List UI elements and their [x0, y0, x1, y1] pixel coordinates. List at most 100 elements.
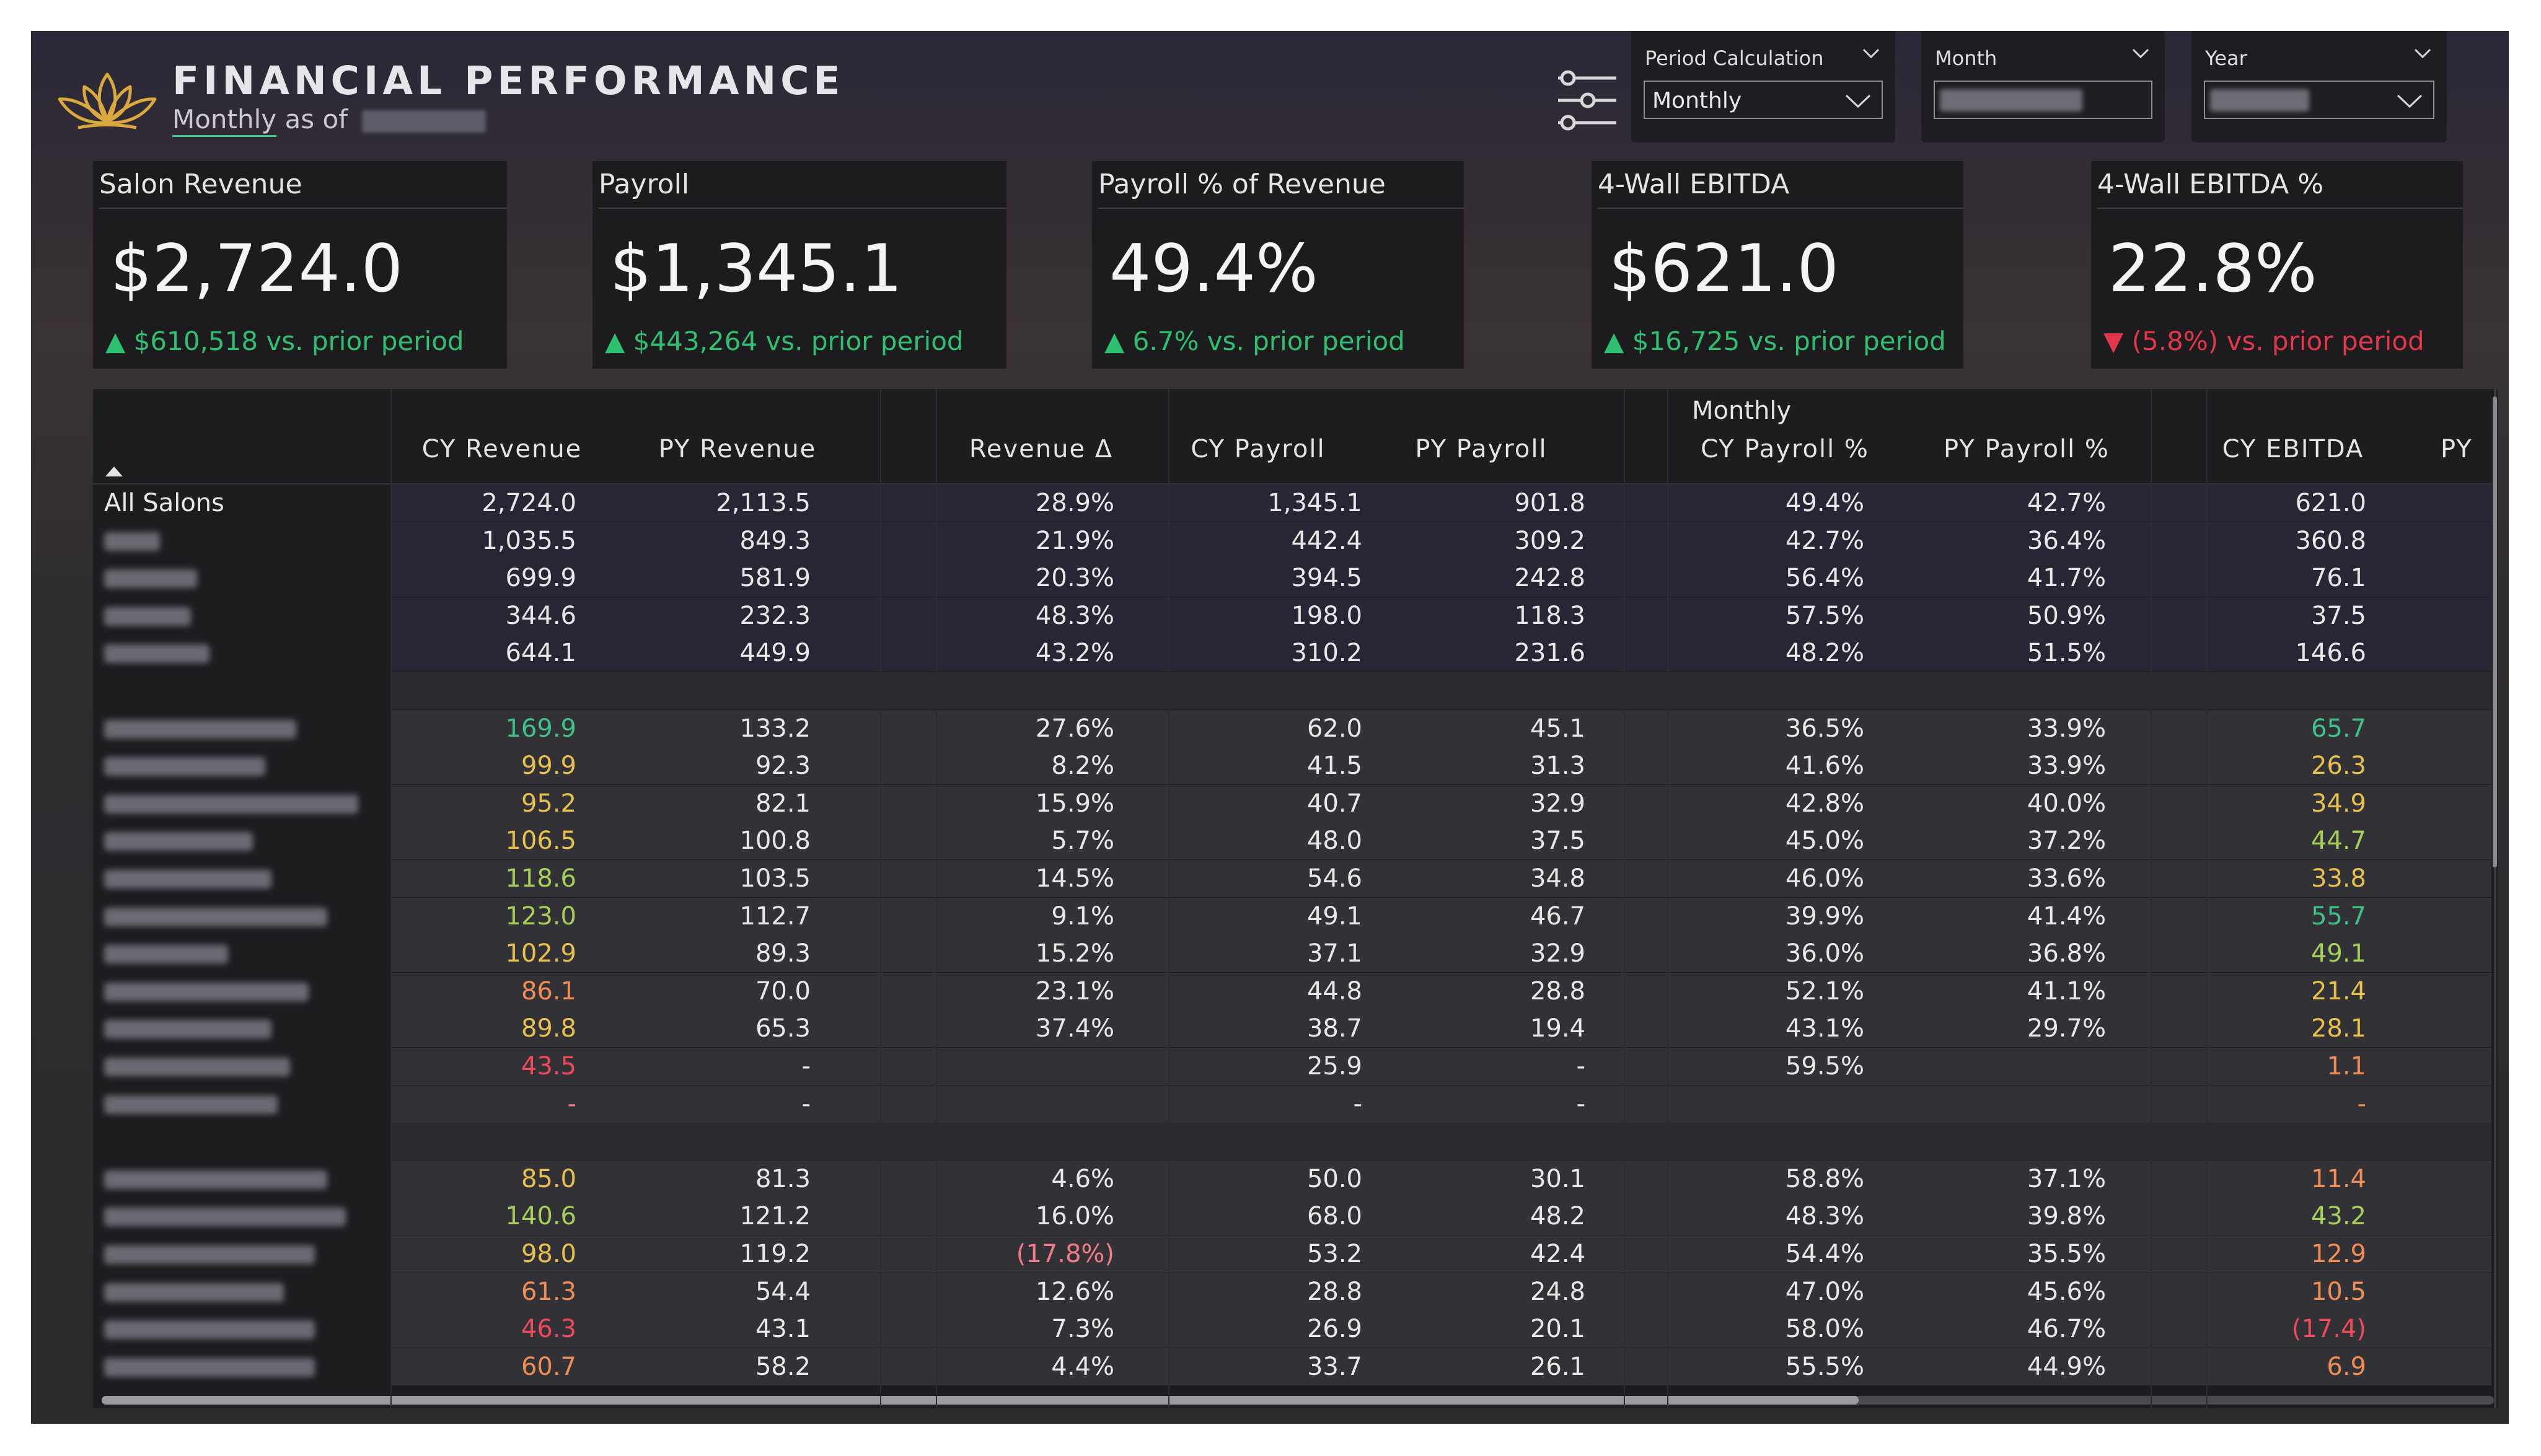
year-dropdown[interactable]: [2204, 81, 2434, 119]
table-cell: 39.8%: [2027, 1202, 2106, 1231]
row-header-cell: [93, 485, 390, 522]
table-cell: 198.0: [1291, 601, 1362, 630]
horizontal-scrollbar-thumb[interactable]: [102, 1396, 1859, 1405]
table-row[interactable]: 89.8 65.3 37.4% 38.7 19.4 43.1% 29.7% 28.1: [93, 1010, 2491, 1048]
table-cell: (17.8%): [1016, 1240, 1114, 1268]
table-cell: 112.7: [739, 901, 811, 931]
row-label-redacted: [104, 1283, 284, 1302]
table-row[interactable]: 344.6 232.3 48.3% 198.0 118.3 57.5% 50.9% 37.5: [93, 597, 2491, 634]
table-cell: 644.1: [505, 639, 576, 668]
table-cell: 55.7: [2310, 901, 2366, 931]
table-cell: 44.8: [1306, 976, 1362, 1006]
table-row[interactable]: 98.0 119.2 (17.8%) 53.2 42.4 54.4% 35.5% 12.9: [93, 1235, 2491, 1273]
column-separator: [936, 389, 937, 1408]
month-slicer[interactable]: Month: [1921, 31, 2165, 143]
row-header-cell: [93, 672, 390, 709]
kpi-card-salon-revenue: Salon Revenue $2,724.0 ▲ $610,518 vs. pr…: [93, 161, 507, 369]
dashboard-canvas: FINANCIAL PERFORMANCE Monthly as of Peri…: [31, 31, 2509, 1424]
table-cell: 30.1: [1530, 1164, 1585, 1193]
table-row[interactable]: 85.0 81.3 4.6% 50.0 30.1 58.8% 37.1% 11.4: [93, 1160, 2491, 1198]
row-label-redacted: [104, 870, 271, 888]
table-cell: 43.2: [2310, 1202, 2366, 1231]
column-header[interactable]: PY Payroll: [1415, 435, 1548, 463]
table-row[interactable]: 644.1 449.9 43.2% 310.2 231.6 48.2% 51.5% 146.6: [93, 634, 2491, 672]
column-header[interactable]: CY Payroll %: [1701, 435, 1869, 463]
table-row[interactable]: -----: [93, 1085, 2491, 1123]
kpi-card-ebitda: 4-Wall EBITDA $621.0 ▲ $16,725 vs. prior…: [1592, 161, 1963, 369]
column-header[interactable]: PY Payroll %: [1944, 435, 2110, 463]
column-separator: [390, 389, 392, 1408]
kpi-delta: ▲ 6.7% vs. prior period: [1104, 326, 1405, 356]
sort-ascending-icon[interactable]: [105, 467, 123, 476]
column-header[interactable]: CY EBITDA: [2222, 435, 2364, 463]
chevron-down-icon[interactable]: [2413, 47, 2432, 59]
table-row[interactable]: 118.6 103.5 14.5% 54.6 34.8 46.0% 33.6% 33.8: [93, 860, 2491, 897]
period-calculation-dropdown[interactable]: Monthly: [1644, 81, 1883, 119]
table-cell: 121.2: [739, 1202, 811, 1231]
table-cell: 58.0%: [1785, 1315, 1864, 1344]
table-cell: 100.8: [739, 827, 811, 856]
table-cell: 11.4: [2310, 1164, 2366, 1193]
chevron-down-icon[interactable]: [2396, 93, 2423, 109]
table-cell: 98.0: [521, 1240, 576, 1268]
table-cell: 65.3: [755, 1014, 811, 1043]
table-cell: [891, 1048, 1114, 1085]
vertical-scrollbar-thumb[interactable]: [2493, 397, 2497, 867]
year-slicer[interactable]: Year: [2191, 31, 2447, 143]
vertical-scrollbar-track[interactable]: [2494, 389, 2496, 1408]
table-cell: 1.1: [2327, 1052, 2366, 1081]
table-cell: 49.4%: [1785, 489, 1864, 517]
filter-sliders-icon[interactable]: [1557, 64, 1618, 138]
table-row[interactable]: 140.6 121.2 16.0% 68.0 48.2 48.3% 39.8% 43.2: [93, 1198, 2491, 1235]
table-cell: 37.5: [1530, 827, 1585, 856]
table-cell: 1,035.5: [482, 526, 576, 555]
period-label: Monthly: [172, 104, 277, 137]
table-cell: 41.7%: [2027, 564, 2106, 593]
table-cell: 45.1: [1530, 714, 1585, 743]
table-cell: 232.3: [739, 601, 811, 630]
table-row[interactable]: 86.1 70.0 23.1% 44.8 28.8 52.1% 41.1% 21.4: [93, 972, 2491, 1010]
lotus-logo-icon: [58, 72, 157, 129]
column-header[interactable]: Revenue Δ: [969, 435, 1114, 463]
table-cell: 146.6: [2295, 639, 2366, 668]
period-calculation-slicer[interactable]: Period Calculation Monthly: [1631, 31, 1895, 143]
column-header[interactable]: CY Payroll: [1191, 435, 1326, 463]
table-row[interactable]: 60.7 58.2 4.4% 33.7 26.1 55.5% 44.9% 6.9: [93, 1348, 2491, 1385]
table-row[interactable]: 46.3 43.1 7.3% 26.9 20.1 58.0% 46.7% (17.4): [93, 1310, 2491, 1348]
chevron-down-icon[interactable]: [1862, 47, 1880, 59]
chevron-down-icon[interactable]: [2131, 47, 2150, 59]
table-cell: 36.0%: [1785, 939, 1864, 968]
table-row[interactable]: All Salons 2,724.0 2,113.5 28.9% 1,345.1 901.…: [93, 485, 2491, 522]
table-cell: 48.3%: [1035, 601, 1114, 630]
table-cell: 43.1%: [1785, 1014, 1864, 1043]
table-row[interactable]: 1,035.5 849.3 21.9% 442.4 309.2 42.7% 36.4% 360…: [93, 522, 2491, 559]
column-group-header: Monthly: [1692, 397, 1792, 425]
month-dropdown[interactable]: [1934, 81, 2152, 119]
column-header[interactable]: PY Revenue: [658, 435, 817, 463]
table-row[interactable]: 169.9 133.2 27.6% 62.0 45.1 36.5% 33.9% 65.7: [93, 709, 2491, 747]
table-row[interactable]: 61.3 54.4 12.6% 28.8 24.8 47.0% 45.6% 10.5: [93, 1273, 2491, 1310]
table-cell: 46.7: [1530, 901, 1585, 931]
table-cell: 58.2: [755, 1352, 811, 1381]
table-cell: 45.6%: [2027, 1277, 2106, 1306]
row-label-redacted: [104, 1320, 315, 1340]
table-row[interactable]: 123.0 112.7 9.1% 49.1 46.7 39.9% 41.4% 55.7: [93, 897, 2491, 935]
table-cell: 21.4: [2310, 976, 2366, 1006]
table-cell: 37.2%: [2027, 827, 2106, 856]
table-row[interactable]: 95.2 82.1 15.9% 40.7 32.9 42.8% 40.0% 34.9: [93, 784, 2491, 822]
table-cell: 102.9: [505, 939, 576, 968]
table-row[interactable]: 99.9 92.3 8.2% 41.5 31.3 41.6% 33.9% 26.3: [93, 747, 2491, 785]
column-header[interactable]: PY: [2441, 435, 2473, 463]
table-row[interactable]: 699.9 581.9 20.3% 394.5 242.8 56.4% 41.7% 76.1: [93, 559, 2491, 597]
table-row[interactable]: 106.5 100.8 5.7% 48.0 37.5 45.0% 37.2% 44.7: [93, 822, 2491, 860]
kpi-label: 4-Wall EBITDA: [1598, 169, 1963, 209]
column-header[interactable]: CY Revenue: [421, 435, 583, 463]
table-cell: 39.9%: [1785, 901, 1864, 931]
kpi-value: 22.8%: [2108, 230, 2317, 307]
table-cell: 169.9: [505, 714, 576, 743]
chevron-down-icon[interactable]: [1844, 93, 1872, 109]
kpi-value: $2,724.0: [110, 230, 403, 307]
table-cell: 7.3%: [1051, 1315, 1114, 1344]
table-row[interactable]: 102.9 89.3 15.2% 37.1 32.9 36.0% 36.8% 49.1: [93, 935, 2491, 973]
table-row[interactable]: 43.5 - 25.9 - 59.5% 1.1: [93, 1048, 2491, 1085]
